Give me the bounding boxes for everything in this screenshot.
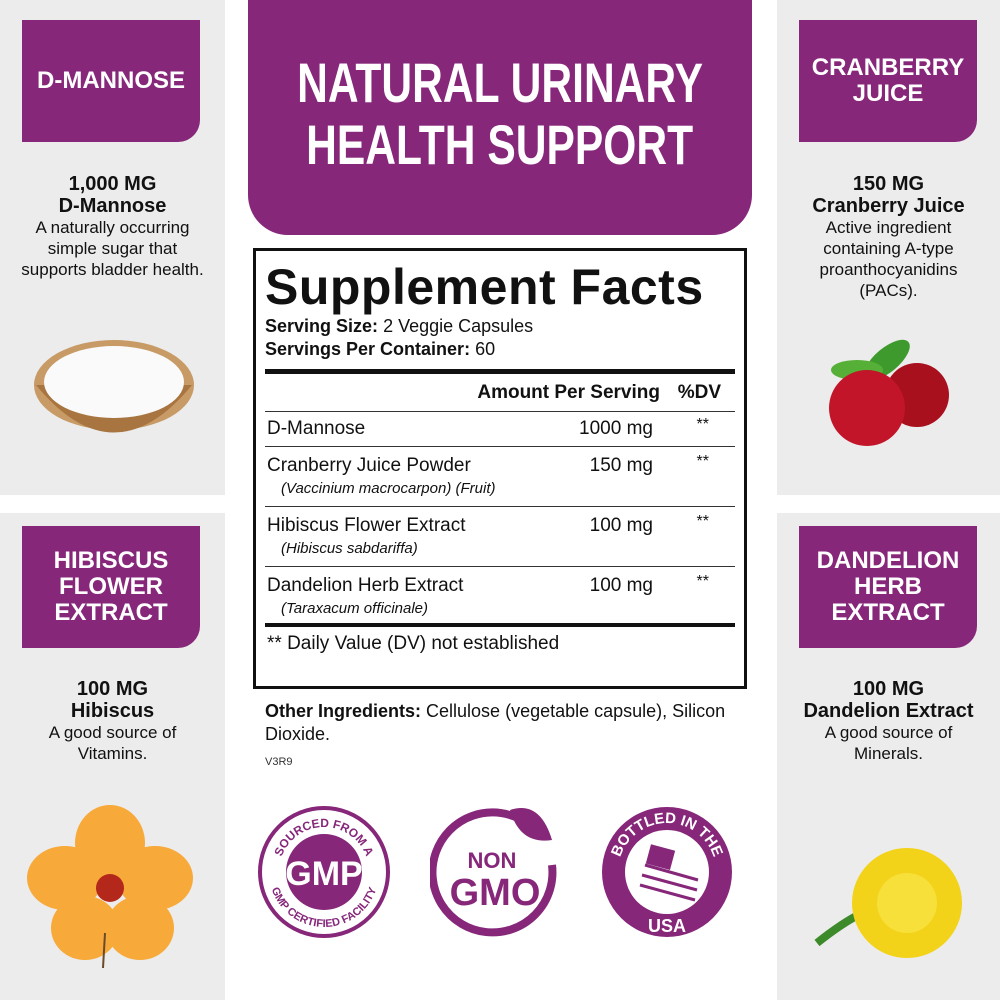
version-code: V3R9 [265, 756, 293, 768]
hibiscus-info: 100 MG Hibiscus A good source of Vitamin… [0, 678, 225, 764]
amount: 100 MG [76, 678, 149, 700]
bottled-usa-badge-icon: BOTTLED IN THE USA [602, 807, 732, 937]
row-amount: 1000 mg [579, 418, 653, 439]
servings-per-container: Servings Per Container: 60 [265, 338, 735, 361]
hibiscus-tag: HIBISCUS FLOWER EXTRACT [22, 526, 200, 648]
amount: 150 MG [852, 173, 925, 195]
page-title: NATURAL URINARY HEALTH SUPPORT [248, 0, 752, 235]
description: Active ingredient containing A-type proa… [819, 218, 958, 300]
servings-label: Servings Per Container: [265, 339, 471, 359]
row-dv: ** [696, 513, 709, 530]
table-row: Dandelion Herb Extract (Taraxacum offici… [265, 567, 735, 627]
cranberry-tag: CRANBERRY JUICE [799, 20, 977, 142]
table-header: Amount Per Serving %DV [265, 374, 735, 412]
usa-text: USA [648, 916, 686, 936]
gmp-center-text: GMP [285, 855, 362, 893]
supplement-facts-table: Supplement Facts Serving Size: 2 Veggie … [253, 248, 747, 689]
row-dv: ** [696, 573, 709, 590]
name: Cranberry Juice [812, 195, 965, 217]
facts-title: Supplement Facts [265, 259, 704, 315]
row-latin: (Taraxacum officinale) [281, 600, 429, 617]
title-line-1: NATURAL URINARY [297, 51, 703, 114]
d-mannose-panel: D-MANNOSE 1,000 MG D-Mannose A naturally… [0, 0, 225, 495]
name: D-Mannose [58, 195, 167, 217]
col-amount: Amount Per Serving [477, 382, 660, 403]
row-amount: 100 mg [589, 515, 653, 536]
amount: 100 MG [852, 678, 925, 700]
row-latin: (Hibiscus sabdariffa) [281, 540, 418, 557]
non-text: NON [468, 848, 517, 873]
amount: 1,000 MG [68, 173, 157, 195]
cranberry-info: 150 MG Cranberry Juice Active ingredient… [777, 173, 1000, 301]
powder-bowl-icon [34, 340, 194, 433]
name: Dandelion Extract [803, 700, 974, 722]
description: A good source of Vitamins. [48, 723, 177, 763]
title-line-1-wrap: NATURAL URINARY [248, 52, 752, 114]
col-dv: %DV [677, 382, 721, 403]
title-line-2-wrap: HEALTH SUPPORT [248, 114, 752, 176]
other-text: Cellulose (vegetable capsule), Silicon D… [265, 701, 726, 744]
gmo-text: GMO [450, 872, 541, 914]
serving-size: Serving Size: 2 Veggie Capsules [265, 315, 735, 338]
row-name: Hibiscus Flower Extract [267, 515, 466, 536]
row-amount: 150 mg [589, 455, 653, 476]
row-name: Dandelion Herb Extract [267, 575, 464, 596]
dandelion-flower-icon [814, 848, 962, 958]
serving-size-label: Serving Size: [265, 316, 379, 336]
title-line-2: HEALTH SUPPORT [306, 113, 694, 176]
row-dv: ** [696, 453, 709, 470]
other-ingredients: Other Ingredients: Cellulose (vegetable … [265, 700, 745, 746]
footnote: ** Daily Value (DV) not established [267, 633, 560, 654]
description: A good source of Minerals. [824, 723, 953, 763]
d-mannose-tag: D-MANNOSE [22, 20, 200, 142]
table-row: D-Mannose 1000 mg ** [265, 412, 735, 447]
dandelion-info: 100 MG Dandelion Extract A good source o… [777, 678, 1000, 764]
cranberries-icon [829, 339, 949, 446]
dandelion-panel: DANDELION HERB EXTRACT 100 MG Dandelion … [777, 513, 1000, 1000]
dandelion-tag: DANDELION HERB EXTRACT [799, 526, 977, 648]
other-label: Other Ingredients: [265, 701, 422, 721]
row-latin: (Vaccinium macrocarpon) (Fruit) [281, 480, 496, 497]
divider [265, 369, 735, 374]
hibiscus-panel: HIBISCUS FLOWER EXTRACT 100 MG Hibiscus … [0, 513, 225, 1000]
description: A naturally occurring simple sugar that … [21, 218, 204, 279]
d-mannose-info: 1,000 MG D-Mannose A naturally occurring… [0, 173, 225, 280]
row-name: D-Mannose [267, 418, 366, 439]
name: Hibiscus [70, 700, 155, 722]
servings-value: 60 [475, 339, 496, 359]
table-row: Hibiscus Flower Extract (Hibiscus sabdar… [265, 507, 735, 567]
serving-size-value: 2 Veggie Capsules [383, 316, 534, 336]
cranberry-panel: CRANBERRY JUICE 150 MG Cranberry Juice A… [777, 0, 1000, 495]
hibiscus-flower-icon [27, 805, 193, 969]
gmp-badge-icon: SOURCED FROM A GMP CERTIFIED FACILITY GM… [258, 806, 390, 938]
non-gmo-badge-icon: NON GMO [430, 808, 557, 937]
row-amount: 100 mg [589, 575, 653, 596]
row-dv: ** [696, 416, 709, 433]
row-name: Cranberry Juice Powder [267, 455, 471, 476]
table-row: Cranberry Juice Powder (Vaccinium macroc… [265, 447, 735, 507]
